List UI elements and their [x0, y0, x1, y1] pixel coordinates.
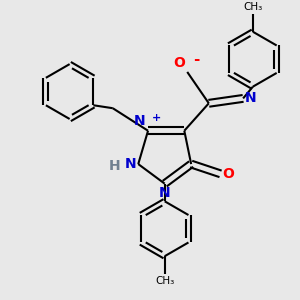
Text: O: O: [173, 56, 185, 70]
Text: +: +: [152, 113, 161, 123]
Text: CH₃: CH₃: [243, 2, 262, 12]
Text: -: -: [193, 52, 200, 67]
Text: N: N: [245, 92, 257, 105]
Text: CH₃: CH₃: [155, 276, 174, 286]
Text: N: N: [134, 114, 145, 128]
Text: O: O: [223, 167, 234, 181]
Text: H: H: [109, 159, 121, 173]
Text: N: N: [159, 186, 170, 200]
Text: N: N: [125, 157, 136, 171]
